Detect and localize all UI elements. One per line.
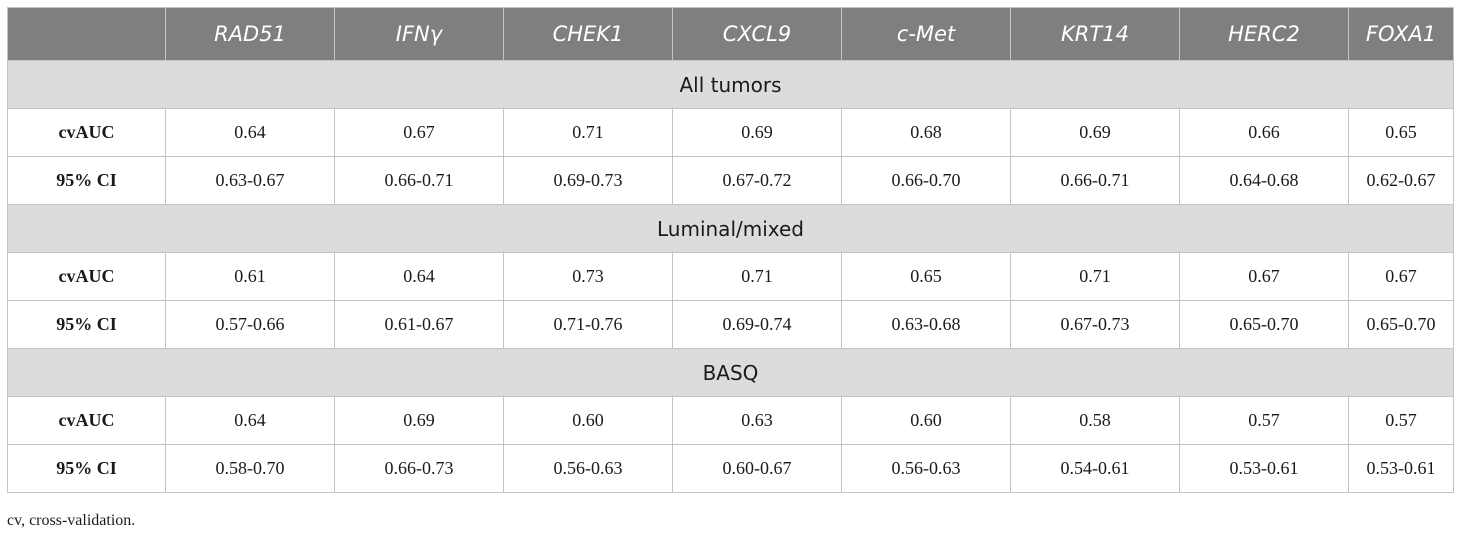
header-cell-c-met: c-Met [841, 7, 1011, 61]
results-table: RAD51 IFNγ CHEK1 CXCL9 c-Met KRT14 HERC2… [7, 7, 1454, 493]
value-cell: 0.58-0.70 [165, 444, 335, 493]
value-cell: 0.64 [334, 252, 504, 301]
value-cell: 0.62-0.67 [1348, 156, 1454, 205]
value-cell: 0.61-0.67 [334, 300, 504, 349]
value-cell: 0.66 [1179, 108, 1349, 157]
row-label: cvAUC [7, 108, 166, 157]
value-cell: 0.69 [1010, 108, 1180, 157]
value-cell: 0.66-0.70 [841, 156, 1011, 205]
value-cell: 0.64 [165, 396, 335, 445]
value-cell: 0.64 [165, 108, 335, 157]
value-cell: 0.71 [1010, 252, 1180, 301]
value-cell: 0.57 [1348, 396, 1454, 445]
header-cell-foxa1: FOXA1 [1348, 7, 1454, 61]
header-cell-chek1: CHEK1 [503, 7, 673, 61]
value-cell: 0.71 [672, 252, 842, 301]
value-cell: 0.56-0.63 [503, 444, 673, 493]
group-label: Luminal/mixed [7, 204, 1454, 253]
value-cell: 0.65-0.70 [1179, 300, 1349, 349]
value-cell: 0.54-0.61 [1010, 444, 1180, 493]
value-cell: 0.69-0.74 [672, 300, 842, 349]
value-cell: 0.67 [1179, 252, 1349, 301]
value-cell: 0.64-0.68 [1179, 156, 1349, 205]
row-label: 95% CI [7, 300, 166, 349]
row-label: cvAUC [7, 396, 166, 445]
value-cell: 0.67 [334, 108, 504, 157]
value-cell: 0.67-0.72 [672, 156, 842, 205]
group-row: All tumors [7, 60, 1454, 109]
value-cell: 0.60-0.67 [672, 444, 842, 493]
value-cell: 0.53-0.61 [1348, 444, 1454, 493]
row-label: 95% CI [7, 156, 166, 205]
value-cell: 0.66-0.71 [334, 156, 504, 205]
group-row: BASQ [7, 348, 1454, 397]
table-row: 95% CI 0.57-0.66 0.61-0.67 0.71-0.76 0.69-0.… [7, 300, 1454, 349]
value-cell: 0.65 [1348, 108, 1454, 157]
table-footnote: cv, cross-validation. [7, 512, 136, 529]
value-cell: 0.57 [1179, 396, 1349, 445]
value-cell: 0.71-0.76 [503, 300, 673, 349]
value-cell: 0.57-0.66 [165, 300, 335, 349]
group-row: Luminal/mixed [7, 204, 1454, 253]
value-cell: 0.60 [841, 396, 1011, 445]
row-label: cvAUC [7, 252, 166, 301]
value-cell: 0.53-0.61 [1179, 444, 1349, 493]
header-cell-rad51: RAD51 [165, 7, 335, 61]
value-cell: 0.73 [503, 252, 673, 301]
header-cell-herc2: HERC2 [1179, 7, 1349, 61]
header-cell-krt14: KRT14 [1010, 7, 1180, 61]
row-label: 95% CI [7, 444, 166, 493]
group-label: All tumors [7, 60, 1454, 109]
value-cell: 0.65 [841, 252, 1011, 301]
table-row: cvAUC 0.61 0.64 0.73 0.71 0.65 0.71 0.67 0.67 [7, 252, 1454, 301]
value-cell: 0.63 [672, 396, 842, 445]
value-cell: 0.56-0.63 [841, 444, 1011, 493]
value-cell: 0.58 [1010, 396, 1180, 445]
value-cell: 0.67 [1348, 252, 1454, 301]
value-cell: 0.60 [503, 396, 673, 445]
header-row: RAD51 IFNγ CHEK1 CXCL9 c-Met KRT14 HERC2… [7, 7, 1454, 61]
value-cell: 0.69 [334, 396, 504, 445]
header-cell-ifng: IFNγ [334, 7, 504, 61]
table-row: 95% CI 0.63-0.67 0.66-0.71 0.69-0.73 0.67-0.… [7, 156, 1454, 205]
value-cell: 0.66-0.71 [1010, 156, 1180, 205]
value-cell: 0.66-0.73 [334, 444, 504, 493]
table-body: All tumors cvAUC 0.64 0.67 0.71 0.69 0.68 0.69 0… [7, 60, 1454, 493]
table-row: 95% CI 0.58-0.70 0.66-0.73 0.56-0.63 0.60-0.… [7, 444, 1454, 493]
value-cell: 0.68 [841, 108, 1011, 157]
value-cell: 0.69-0.73 [503, 156, 673, 205]
value-cell: 0.65-0.70 [1348, 300, 1454, 349]
table-row: cvAUC 0.64 0.69 0.60 0.63 0.60 0.58 0.57 0.57 [7, 396, 1454, 445]
group-label: BASQ [7, 348, 1454, 397]
value-cell: 0.61 [165, 252, 335, 301]
header-cell-corner [7, 7, 166, 61]
header-cell-cxcl9: CXCL9 [672, 7, 842, 61]
value-cell: 0.69 [672, 108, 842, 157]
value-cell: 0.63-0.68 [841, 300, 1011, 349]
table-row: cvAUC 0.64 0.67 0.71 0.69 0.68 0.69 0.66 0.65 [7, 108, 1454, 157]
value-cell: 0.71 [503, 108, 673, 157]
value-cell: 0.67-0.73 [1010, 300, 1180, 349]
value-cell: 0.63-0.67 [165, 156, 335, 205]
